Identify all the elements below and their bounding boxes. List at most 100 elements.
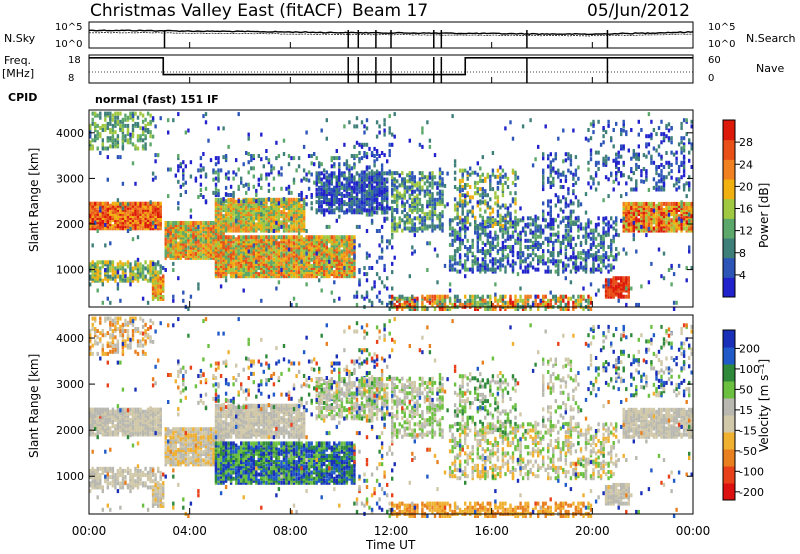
power-cell: [328, 185, 331, 190]
power-cell: [451, 226, 454, 231]
power-cell: [232, 216, 235, 221]
power-cell: [350, 185, 354, 190]
power-cell: [569, 170, 573, 175]
power-cell: [255, 261, 258, 266]
power-cell: [672, 210, 676, 215]
power-cell: [157, 214, 160, 218]
power-cell: [136, 276, 140, 281]
power-cell: [285, 255, 288, 260]
power-cell: [237, 201, 240, 206]
power-cell: [569, 154, 573, 159]
power-cell: [320, 235, 323, 240]
power-cell: [199, 193, 203, 197]
power-cell: [139, 134, 142, 139]
power-cell: [295, 226, 298, 231]
power-cell: [307, 270, 311, 275]
power-cell: [179, 162, 182, 167]
power-cell: [461, 211, 464, 216]
power-cell: [265, 201, 268, 206]
power-cell: [461, 209, 464, 214]
power-cell: [607, 232, 610, 237]
power-cell: [124, 214, 127, 218]
power-cell: [501, 187, 505, 192]
power-cell: [307, 170, 311, 175]
power-cell: [564, 152, 568, 157]
power-cell: [363, 183, 366, 188]
power-cell: [214, 170, 218, 175]
power-cell: [235, 214, 238, 219]
power-cell: [594, 255, 598, 260]
power-cell: [622, 282, 625, 287]
power-cell: [441, 193, 444, 198]
power-cell: [104, 201, 107, 206]
power-cell: [481, 251, 484, 256]
power-cell: [232, 201, 235, 206]
power-cell: [635, 206, 638, 210]
power-cell: [182, 245, 185, 250]
power-cell: [675, 228, 678, 233]
power-cell: [491, 245, 495, 249]
power-cell: [124, 262, 127, 267]
power-cell: [240, 257, 243, 262]
power-cell: [285, 257, 288, 262]
power-cell: [169, 249, 172, 254]
power-cell: [640, 228, 643, 233]
power-cell: [501, 224, 505, 228]
power-cell: [458, 215, 462, 220]
power-cell: [260, 251, 263, 256]
power-cell: [501, 193, 505, 198]
freq-tick-right-low: 0: [708, 73, 714, 84]
power-cell: [554, 170, 557, 175]
power-cell: [672, 201, 676, 206]
power-cell: [615, 286, 618, 291]
power-cell: [131, 268, 135, 273]
power-cell: [458, 203, 462, 208]
power-cell: [574, 172, 578, 177]
power-cell: [111, 214, 115, 218]
power-cell: [617, 294, 620, 299]
power-cell: [491, 261, 495, 266]
power-cell: [599, 267, 603, 272]
power-cell: [466, 267, 469, 272]
power-cell: [453, 253, 457, 258]
power-cell: [373, 198, 376, 202]
power-cell: [358, 204, 361, 209]
power-cell: [338, 251, 341, 256]
beam-label: Beam 17: [352, 1, 428, 21]
power-cell: [579, 240, 583, 245]
power-cell: [310, 274, 313, 279]
power-cell: [184, 245, 187, 250]
power-cell: [660, 214, 663, 219]
power-cell: [124, 205, 127, 210]
power-cell: [232, 190, 235, 195]
power-cell: [688, 210, 691, 215]
power-cell: [111, 224, 115, 229]
power-cell: [136, 218, 140, 223]
power-cell: [104, 276, 107, 281]
power-cell: [101, 205, 104, 210]
power-cell: [179, 227, 182, 232]
power-cell: [272, 186, 276, 191]
power-cell: [149, 205, 152, 210]
power-cell: [217, 266, 220, 270]
power-cell: [456, 249, 459, 254]
power-cell: [350, 193, 354, 198]
power-cell: [516, 220, 520, 225]
power-cell: [607, 263, 610, 268]
power-cell: [275, 197, 278, 202]
power-cell: [310, 243, 313, 248]
power-cell: [282, 247, 286, 252]
power-cell: [620, 290, 623, 295]
power-cell: [504, 245, 507, 249]
power-cell: [552, 166, 555, 171]
power-cell: [146, 130, 150, 135]
power-cell: [680, 228, 683, 233]
power-cell: [602, 261, 605, 266]
power-cell: [453, 232, 457, 237]
power-cell: [290, 214, 293, 219]
power-cell: [111, 209, 115, 214]
power-cell: [292, 255, 296, 260]
power-cell: [363, 208, 366, 213]
power-cell: [416, 199, 419, 204]
power-cell: [657, 224, 661, 229]
